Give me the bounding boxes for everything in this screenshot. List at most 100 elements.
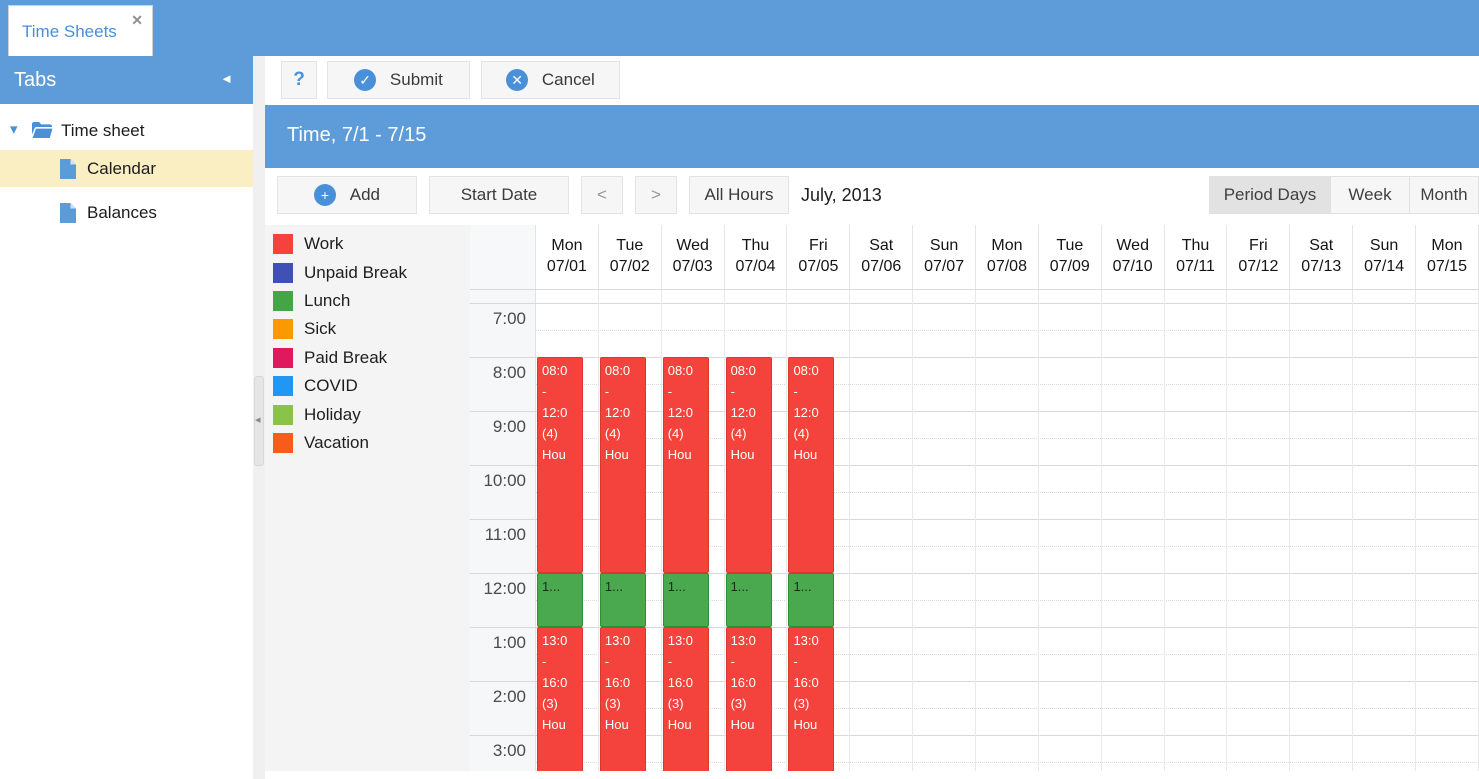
all-hours-button[interactable]: All Hours: [689, 176, 789, 214]
tree-node-balances[interactable]: Balances: [0, 194, 253, 231]
day-name: Mon: [1431, 237, 1463, 254]
day-name: Sat: [1309, 237, 1334, 254]
legend-item: Work: [265, 230, 470, 258]
sidebar-tree: ▾ Time sheet Calendar: [0, 104, 253, 779]
tree-node-time-sheet[interactable]: ▾ Time sheet: [0, 112, 253, 149]
hour-label: 3:00: [492, 741, 526, 760]
legend-item: Holiday: [265, 400, 470, 428]
event-text-line: Hou: [604, 717, 629, 732]
day-column[interactable]: [1102, 290, 1165, 771]
event-lunch[interactable]: 1...: [788, 573, 835, 627]
event-work[interactable]: 13:0 - 16:0 (3) Hou: [725, 627, 772, 771]
hour-line: [470, 303, 1479, 304]
day-column[interactable]: [913, 290, 977, 771]
half-hour-line: [536, 330, 1479, 331]
submit-label: Submit: [389, 70, 443, 89]
day-name: Fri: [809, 237, 828, 254]
tree-node-calendar[interactable]: Calendar: [0, 150, 253, 187]
event-work[interactable]: 08:0 - 12:0 (4) Hou: [599, 357, 646, 573]
event-text-line: Hou: [793, 717, 818, 732]
event-text-line: (4): [604, 426, 621, 441]
event-text-line: 16:0: [542, 675, 568, 690]
hour-line: [470, 627, 1479, 628]
event-lunch[interactable]: 1...: [537, 573, 583, 627]
day-column[interactable]: 08:0 - 12:0 (4) Hou 1... 13:0 - 16:0 (3) Hou: [787, 290, 851, 771]
day-column[interactable]: 08:0 - 12:0 (4) Hou 1... 13:0 - 16:0 (3) Hou: [662, 290, 725, 771]
prev-button[interactable]: <: [581, 176, 623, 214]
legend-item: Lunch: [265, 287, 470, 315]
caret-down-icon[interactable]: ▾: [10, 121, 18, 138]
event-work[interactable]: 13:0 - 16:0 (3) Hou: [788, 627, 835, 771]
half-hour-line: [536, 762, 1479, 763]
event-lunch[interactable]: 1...: [599, 573, 646, 627]
event-work[interactable]: 13:0 - 16:0 (3) Hou: [599, 627, 646, 771]
event-text-line: 12:0: [730, 405, 756, 420]
event-lunch[interactable]: 1...: [725, 573, 772, 627]
time-gutter: [470, 290, 536, 771]
splitter-handle[interactable]: ◂: [254, 376, 264, 466]
day-name: Sun: [929, 237, 959, 254]
event-work[interactable]: 13:0 - 16:0 (3) Hou: [662, 627, 709, 771]
day-column[interactable]: [1039, 290, 1102, 771]
event-text-line: (4): [667, 426, 684, 441]
legend-item: Unpaid Break: [265, 258, 470, 286]
view-month-button[interactable]: Month: [1410, 176, 1479, 214]
day-name: Tue: [1056, 237, 1084, 254]
cancel-button[interactable]: ✕ Cancel: [481, 61, 620, 99]
day-date: 07/15: [1426, 258, 1467, 275]
view-week-button[interactable]: Week: [1331, 176, 1410, 214]
add-button[interactable]: + Add: [277, 176, 417, 214]
event-text-line: Hou: [667, 447, 692, 462]
day-column[interactable]: [976, 290, 1039, 771]
event-work[interactable]: 08:0 - 12:0 (4) Hou: [537, 357, 583, 573]
sidebar-header: Tabs ◄: [0, 56, 253, 104]
day-column[interactable]: 08:0 - 12:0 (4) Hou 1... 13:0 - 16:0 (3) Hou: [536, 290, 599, 771]
event-text-line: Hou: [793, 447, 818, 462]
half-hour-line: [536, 600, 1479, 601]
event-text-line: 1...: [604, 579, 623, 594]
day-column[interactable]: 08:0 - 12:0 (4) Hou 1... 13:0 - 16:0 (3) Hou: [725, 290, 788, 771]
event-text-line: 1...: [667, 579, 686, 594]
main-panel: ? ✓ Submit ✕ Cancel Time, 7/1 - 7/15 + A…: [265, 56, 1479, 779]
event-text-line: 08:0: [604, 363, 631, 378]
event-work[interactable]: 08:0 - 12:0 (4) Hou: [788, 357, 835, 573]
submit-button[interactable]: ✓ Submit: [327, 61, 470, 99]
close-icon[interactable]: ✕: [131, 12, 143, 28]
day-column[interactable]: [1416, 290, 1479, 771]
day-name: Mon: [991, 237, 1023, 254]
hour-line: [470, 735, 1479, 736]
legend-panel: Work Unpaid Break Lunch Sick Paid Break COVID…: [265, 225, 470, 771]
view-period-days-button[interactable]: Period Days: [1209, 176, 1331, 214]
hour-label: 10:00: [483, 471, 526, 490]
event-work[interactable]: 13:0 - 16:0 (3) Hou: [537, 627, 583, 771]
day-name: Sat: [869, 237, 894, 254]
legend-swatch: [273, 262, 293, 283]
day-header-cell: Sat 07/06: [850, 225, 914, 289]
day-header-cell: Thu 07/04: [725, 225, 788, 289]
day-column[interactable]: [1353, 290, 1417, 771]
event-text-line: (3): [604, 696, 621, 711]
day-column[interactable]: [1227, 290, 1291, 771]
help-button[interactable]: ?: [281, 61, 317, 99]
day-header-cell: Wed 07/03: [662, 225, 725, 289]
day-column[interactable]: [1165, 290, 1228, 771]
day-date: 07/05: [798, 258, 839, 275]
legend-swatch: [273, 432, 293, 453]
hour-label: 11:00: [484, 525, 526, 544]
day-column[interactable]: [1290, 290, 1354, 771]
event-lunch[interactable]: 1...: [662, 573, 709, 627]
day-column[interactable]: 08:0 - 12:0 (4) Hou 1... 13:0 - 16:0 (3) Hou: [599, 290, 662, 771]
day-column[interactable]: [850, 290, 914, 771]
legend-label: COVID: [304, 376, 358, 396]
event-work[interactable]: 08:0 - 12:0 (4) Hou: [725, 357, 772, 573]
day-header-cell: Fri 07/12: [1227, 225, 1291, 289]
event-text-line: Hou: [604, 447, 629, 462]
event-text-line: -: [730, 654, 735, 669]
next-button[interactable]: >: [635, 176, 677, 214]
start-date-button[interactable]: Start Date: [429, 176, 569, 214]
day-name: Thu: [741, 237, 770, 254]
collapse-sidebar-icon[interactable]: ◄: [220, 71, 233, 86]
event-work[interactable]: 08:0 - 12:0 (4) Hou: [662, 357, 709, 573]
tab-time-sheets[interactable]: Time Sheets ✕: [8, 5, 153, 56]
